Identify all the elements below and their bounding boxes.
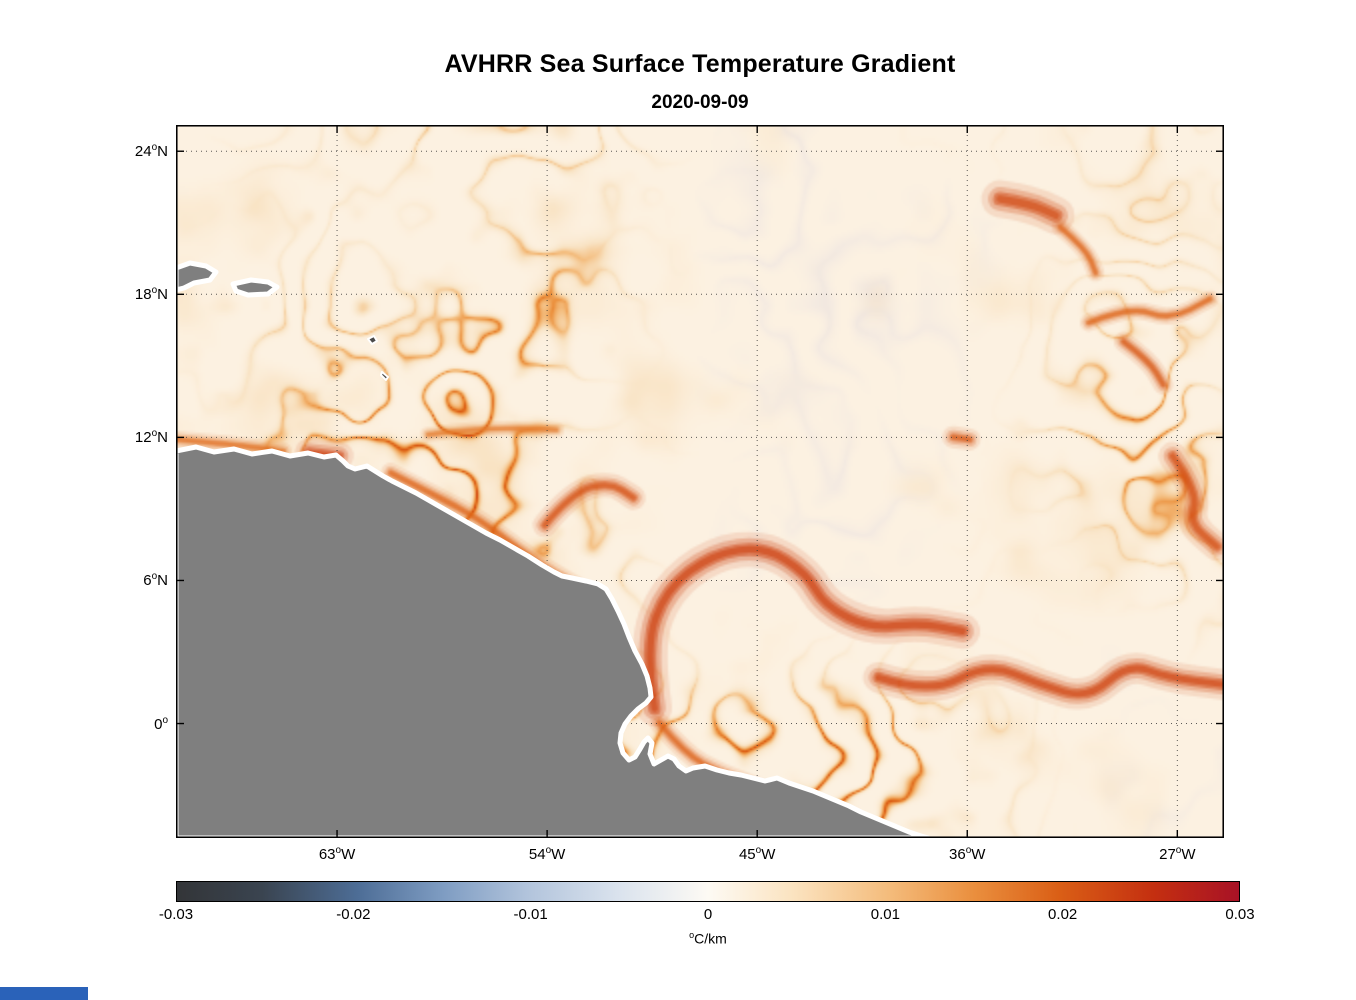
- frame-layer: [176, 125, 1224, 838]
- x-tick-label: 27oW: [1159, 845, 1196, 863]
- colorbar-unit-label: oC/km: [176, 930, 1240, 947]
- y-tick-label: 0o: [154, 714, 168, 733]
- y-tick-label: 18oN: [134, 285, 168, 304]
- island-puerto-rico: [230, 277, 280, 298]
- y-tick-label: 12oN: [134, 428, 168, 447]
- colorbar-tick-label: -0.01: [513, 906, 548, 923]
- island-hispaniola: [176, 260, 219, 293]
- coastline-layer: [176, 260, 931, 838]
- colorbar-tick-label: 0.02: [1048, 906, 1078, 923]
- colorbar: [176, 881, 1240, 902]
- x-tick-label: 54oW: [528, 845, 566, 863]
- colorbar-tick-label: 0.01: [870, 906, 900, 923]
- landmass-south-america: [176, 444, 931, 838]
- colorbar-tick-label: 0.03: [1225, 906, 1255, 923]
- colorbar-tick-label: 0: [703, 906, 713, 923]
- y-tick-label: 24oN: [134, 141, 168, 160]
- y-tick-label: 6oN: [143, 571, 168, 590]
- islet-lesser-antilles-1: [367, 335, 378, 345]
- screen-artifact-strip: [0, 987, 88, 1000]
- x-tick-label: 36oW: [949, 845, 986, 863]
- x-tick-label: 63oW: [318, 845, 356, 863]
- islet-lesser-antilles-2: [380, 371, 389, 381]
- colorbar-tick-label: -0.02: [336, 906, 371, 923]
- chart-date-subtitle: 2020-09-09: [651, 92, 749, 113]
- map-plot: [176, 125, 1224, 838]
- chart-title: AVHRR Sea Surface Temperature Gradient: [444, 50, 956, 78]
- x-tick-label: 45oW: [738, 845, 776, 863]
- colorbar-tick-label: -0.03: [158, 906, 194, 923]
- colorbar-unit-text: C/km: [694, 930, 727, 947]
- colorbar-unit-degree: o: [689, 930, 695, 940]
